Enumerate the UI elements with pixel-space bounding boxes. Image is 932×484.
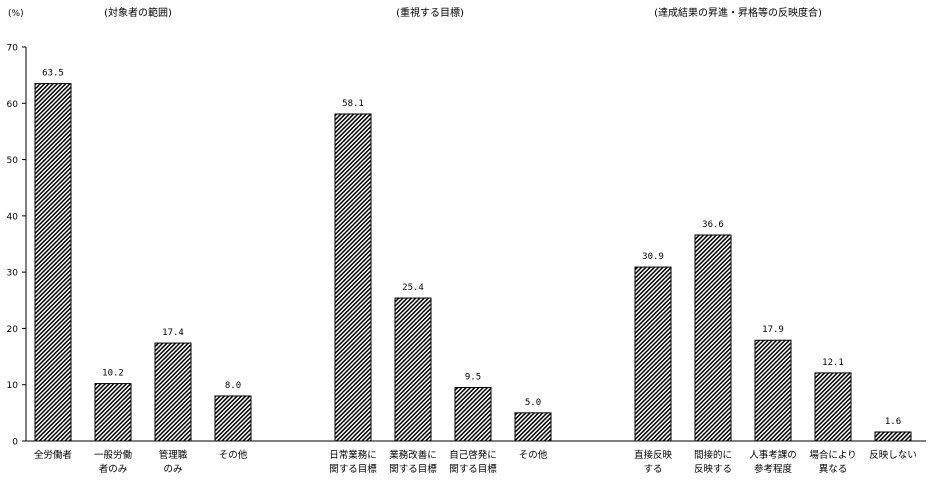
bar	[874, 431, 912, 442]
x-tick-label: 関する目標	[389, 463, 437, 475]
bar	[814, 372, 852, 442]
y-tick-label: 70	[7, 44, 19, 54]
group-titles: (対象者の範囲) (重視する目標) (達成結果の昇進・昇格等の反映度合)	[104, 6, 822, 19]
x-tick-label: 関する目標	[329, 463, 377, 475]
bar	[514, 412, 552, 442]
data-label: 30.9	[642, 252, 664, 262]
group-title: (達成結果の昇進・昇格等の反映度合)	[654, 6, 822, 19]
bars: 63.5 10.2 17.4 8.0 58.1 25.4 9.5 5.0 30.9 36.6 17.…	[34, 69, 912, 442]
x-tick-label: する	[643, 464, 662, 475]
x-tick-label: その他	[519, 449, 548, 461]
group-title: (重視する目標)	[396, 6, 464, 19]
bar	[34, 83, 72, 442]
y-tick-label: 10	[7, 381, 19, 391]
data-label: 9.5	[465, 373, 481, 383]
x-tick-label: 業務改善に	[389, 449, 437, 461]
bar	[394, 297, 432, 442]
group-title: (対象者の範囲)	[104, 6, 172, 19]
y-tick-label: 20	[7, 325, 19, 335]
data-label: 17.4	[162, 328, 184, 338]
x-tick-label: 場合により	[809, 449, 856, 461]
y-tick-label: 30	[7, 269, 19, 279]
x-tick-label: 反映する	[694, 463, 732, 475]
bar	[214, 395, 252, 442]
x-tick-label: 参考程度	[754, 463, 793, 475]
x-tick-label: のみ	[163, 464, 182, 475]
data-label: 58.1	[342, 99, 364, 109]
x-tick-label: その他	[219, 449, 248, 461]
x-tick-label: 一般労働	[94, 449, 133, 461]
y-tick-label: 50	[7, 156, 19, 166]
x-tick-label: 全労働者	[34, 449, 72, 461]
x-tick-label: 関する目標	[449, 463, 497, 475]
y-axis-unit-label: (%)	[8, 9, 24, 19]
bar	[334, 113, 372, 442]
data-label: 17.9	[762, 325, 784, 335]
y-tick-label: 40	[7, 212, 19, 222]
x-tick-label: 異なる	[819, 464, 848, 475]
data-label: 25.4	[402, 283, 424, 293]
y-tick-label: 0	[12, 438, 18, 448]
bar	[154, 342, 192, 442]
bar	[94, 383, 132, 442]
x-tick-label: 間接的に	[694, 449, 732, 461]
x-tick-label: 自己啓発に	[449, 449, 497, 461]
x-tick-label: 直接反映	[634, 449, 673, 461]
data-label: 8.0	[225, 381, 241, 391]
data-label: 12.1	[822, 358, 844, 368]
data-label: 63.5	[42, 69, 64, 79]
bar	[634, 266, 672, 442]
data-label: 1.6	[885, 417, 901, 427]
bar	[694, 234, 732, 442]
y-tick-label: 60	[7, 100, 19, 110]
data-label: 10.2	[102, 369, 124, 379]
bar	[754, 339, 792, 442]
data-label: 36.6	[702, 220, 724, 230]
x-tick-label: 管理職	[159, 449, 188, 461]
x-tick-label: 人事考課の	[749, 449, 797, 461]
x-tick-label: 反映しない	[869, 449, 917, 461]
x-tick-label: 日常業務に	[329, 449, 377, 461]
data-label: 5.0	[525, 398, 541, 408]
bar	[454, 387, 492, 442]
x-tick-label: 者のみ	[99, 464, 128, 475]
